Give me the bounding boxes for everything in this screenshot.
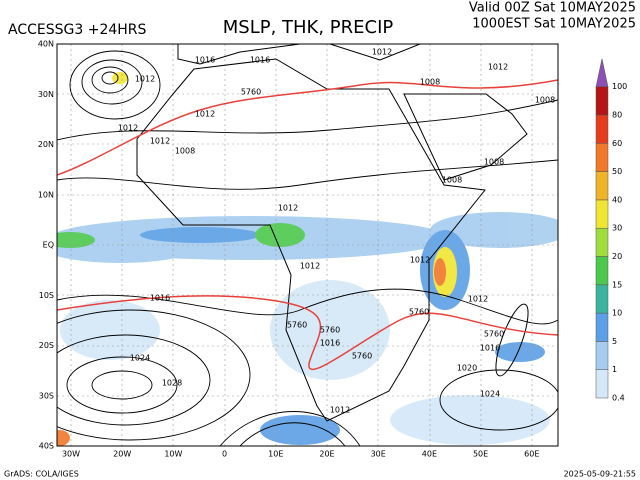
lat-label: 30S <box>39 391 54 400</box>
model-label: ACCESSG3 +24HRS <box>8 22 147 38</box>
thickness-label: 5760 <box>241 88 261 97</box>
lon-label: 30E <box>371 450 386 459</box>
colorbar-cap <box>595 58 609 87</box>
thickness-label: 5760 <box>352 352 372 361</box>
colorbar-label: 5 <box>612 337 617 346</box>
isobar-label: 1012 <box>372 48 392 57</box>
thickness-label: 5760 <box>409 308 429 317</box>
lon-label: 60E <box>524 450 539 459</box>
thickness-lines <box>57 79 558 371</box>
lat-label: 10S <box>39 291 54 300</box>
colorbar-label: 50 <box>612 167 622 176</box>
lat-label: 10N <box>38 190 54 199</box>
isobar-label: 1020 <box>457 364 477 373</box>
isobar-label: 1028 <box>162 379 182 388</box>
isobars <box>57 50 558 446</box>
colorbar-box <box>595 312 609 342</box>
colorbar-box <box>595 199 609 229</box>
lon-label: 20E <box>319 450 334 459</box>
isobar-label: 1016 <box>195 56 215 65</box>
colorbar-label: 60 <box>612 139 622 148</box>
colorbar-box <box>595 284 609 314</box>
map-area <box>57 44 558 446</box>
colorbar-label: 40 <box>612 195 622 204</box>
colorbar-box <box>595 227 609 257</box>
map-frame <box>56 43 559 447</box>
lon-label: 0 <box>222 450 227 459</box>
colorbar-box <box>595 171 609 201</box>
colorbar-label: 15 <box>612 280 622 289</box>
lat-label: 30N <box>38 90 54 99</box>
lon-label: 30W <box>62 450 80 459</box>
isobar-label: 1016 <box>320 339 340 348</box>
precipitation <box>57 72 558 446</box>
lon-label: 40E <box>422 450 437 459</box>
isobar-label: 1012 <box>150 137 170 146</box>
isobar-label: 1024 <box>130 354 150 363</box>
isobar-label: 1008 <box>535 96 555 105</box>
lat-label: 40S <box>39 442 54 451</box>
isobar-label: 1012 <box>195 110 215 119</box>
map-title: MSLP, THK, PRECIP <box>223 17 394 38</box>
colorbar-box <box>595 369 609 399</box>
isobar-label: 1012 <box>488 63 508 72</box>
isobar-label: 1012 <box>278 204 298 213</box>
colorbar-label: 100 <box>612 82 627 91</box>
isobar-label: 1012 <box>330 406 350 415</box>
isobar-label: 1008 <box>484 158 504 167</box>
colorbar-label: 1 <box>612 365 617 374</box>
colorbar-box <box>595 143 609 172</box>
colorbar-box <box>595 256 609 286</box>
thickness-label: 5760 <box>320 326 340 335</box>
lon-label: 20W <box>113 450 131 459</box>
colorbar-label: 10 <box>612 309 622 318</box>
isobar-label: 1016 <box>150 294 170 303</box>
credit: GrADS: COLA/IGES <box>4 470 79 479</box>
isobar-label: 1008 <box>442 176 462 185</box>
colorbar-box <box>595 114 609 144</box>
isobar-label: 1016 <box>250 56 270 65</box>
map-labels: 40N 30N 20N 10N EQ 10S 20S 30S 40S 30W 20W 10W 0 10E 2… <box>38 40 555 459</box>
isobar-label: 1012 <box>410 256 430 265</box>
valid-time: Valid 00Z Sat 10MAY2025 <box>469 1 636 16</box>
isobar-label: 1012 <box>300 262 320 271</box>
colorbar-label: 80 <box>612 111 622 120</box>
isobar-label: 1008 <box>175 147 195 156</box>
isobar-label: 1024 <box>480 390 500 399</box>
colorbar-box <box>595 86 609 116</box>
lat-label: 20N <box>38 140 54 149</box>
isobar-label: 1012 <box>135 75 155 84</box>
lat-label: 20S <box>39 341 54 350</box>
graticule <box>57 44 558 446</box>
isobar-label: 1016 <box>480 344 500 353</box>
lon-label: 10W <box>164 450 182 459</box>
colorbar-label: 0.4 <box>612 394 625 403</box>
lon-label: 50E <box>473 450 488 459</box>
isobar-label: 1012 <box>118 124 138 133</box>
lat-label: EQ <box>43 241 54 250</box>
colorbar-label: 20 <box>612 252 622 261</box>
thickness-label: 5760 <box>484 330 504 339</box>
colorbar-label: 30 <box>612 224 622 233</box>
isobar-label: 1012 <box>468 295 488 304</box>
thickness-label: 5760 <box>287 321 307 330</box>
colorbar-box <box>595 341 609 370</box>
lon-label: 10E <box>268 450 283 459</box>
isobar-label: 1008 <box>420 78 440 87</box>
coastlines <box>136 44 529 422</box>
lat-label: 40N <box>38 40 54 49</box>
local-time: 1000EST Sat 10MAY2025 <box>472 17 636 32</box>
timestamp: 2025-05-09-21:55 <box>564 470 636 479</box>
